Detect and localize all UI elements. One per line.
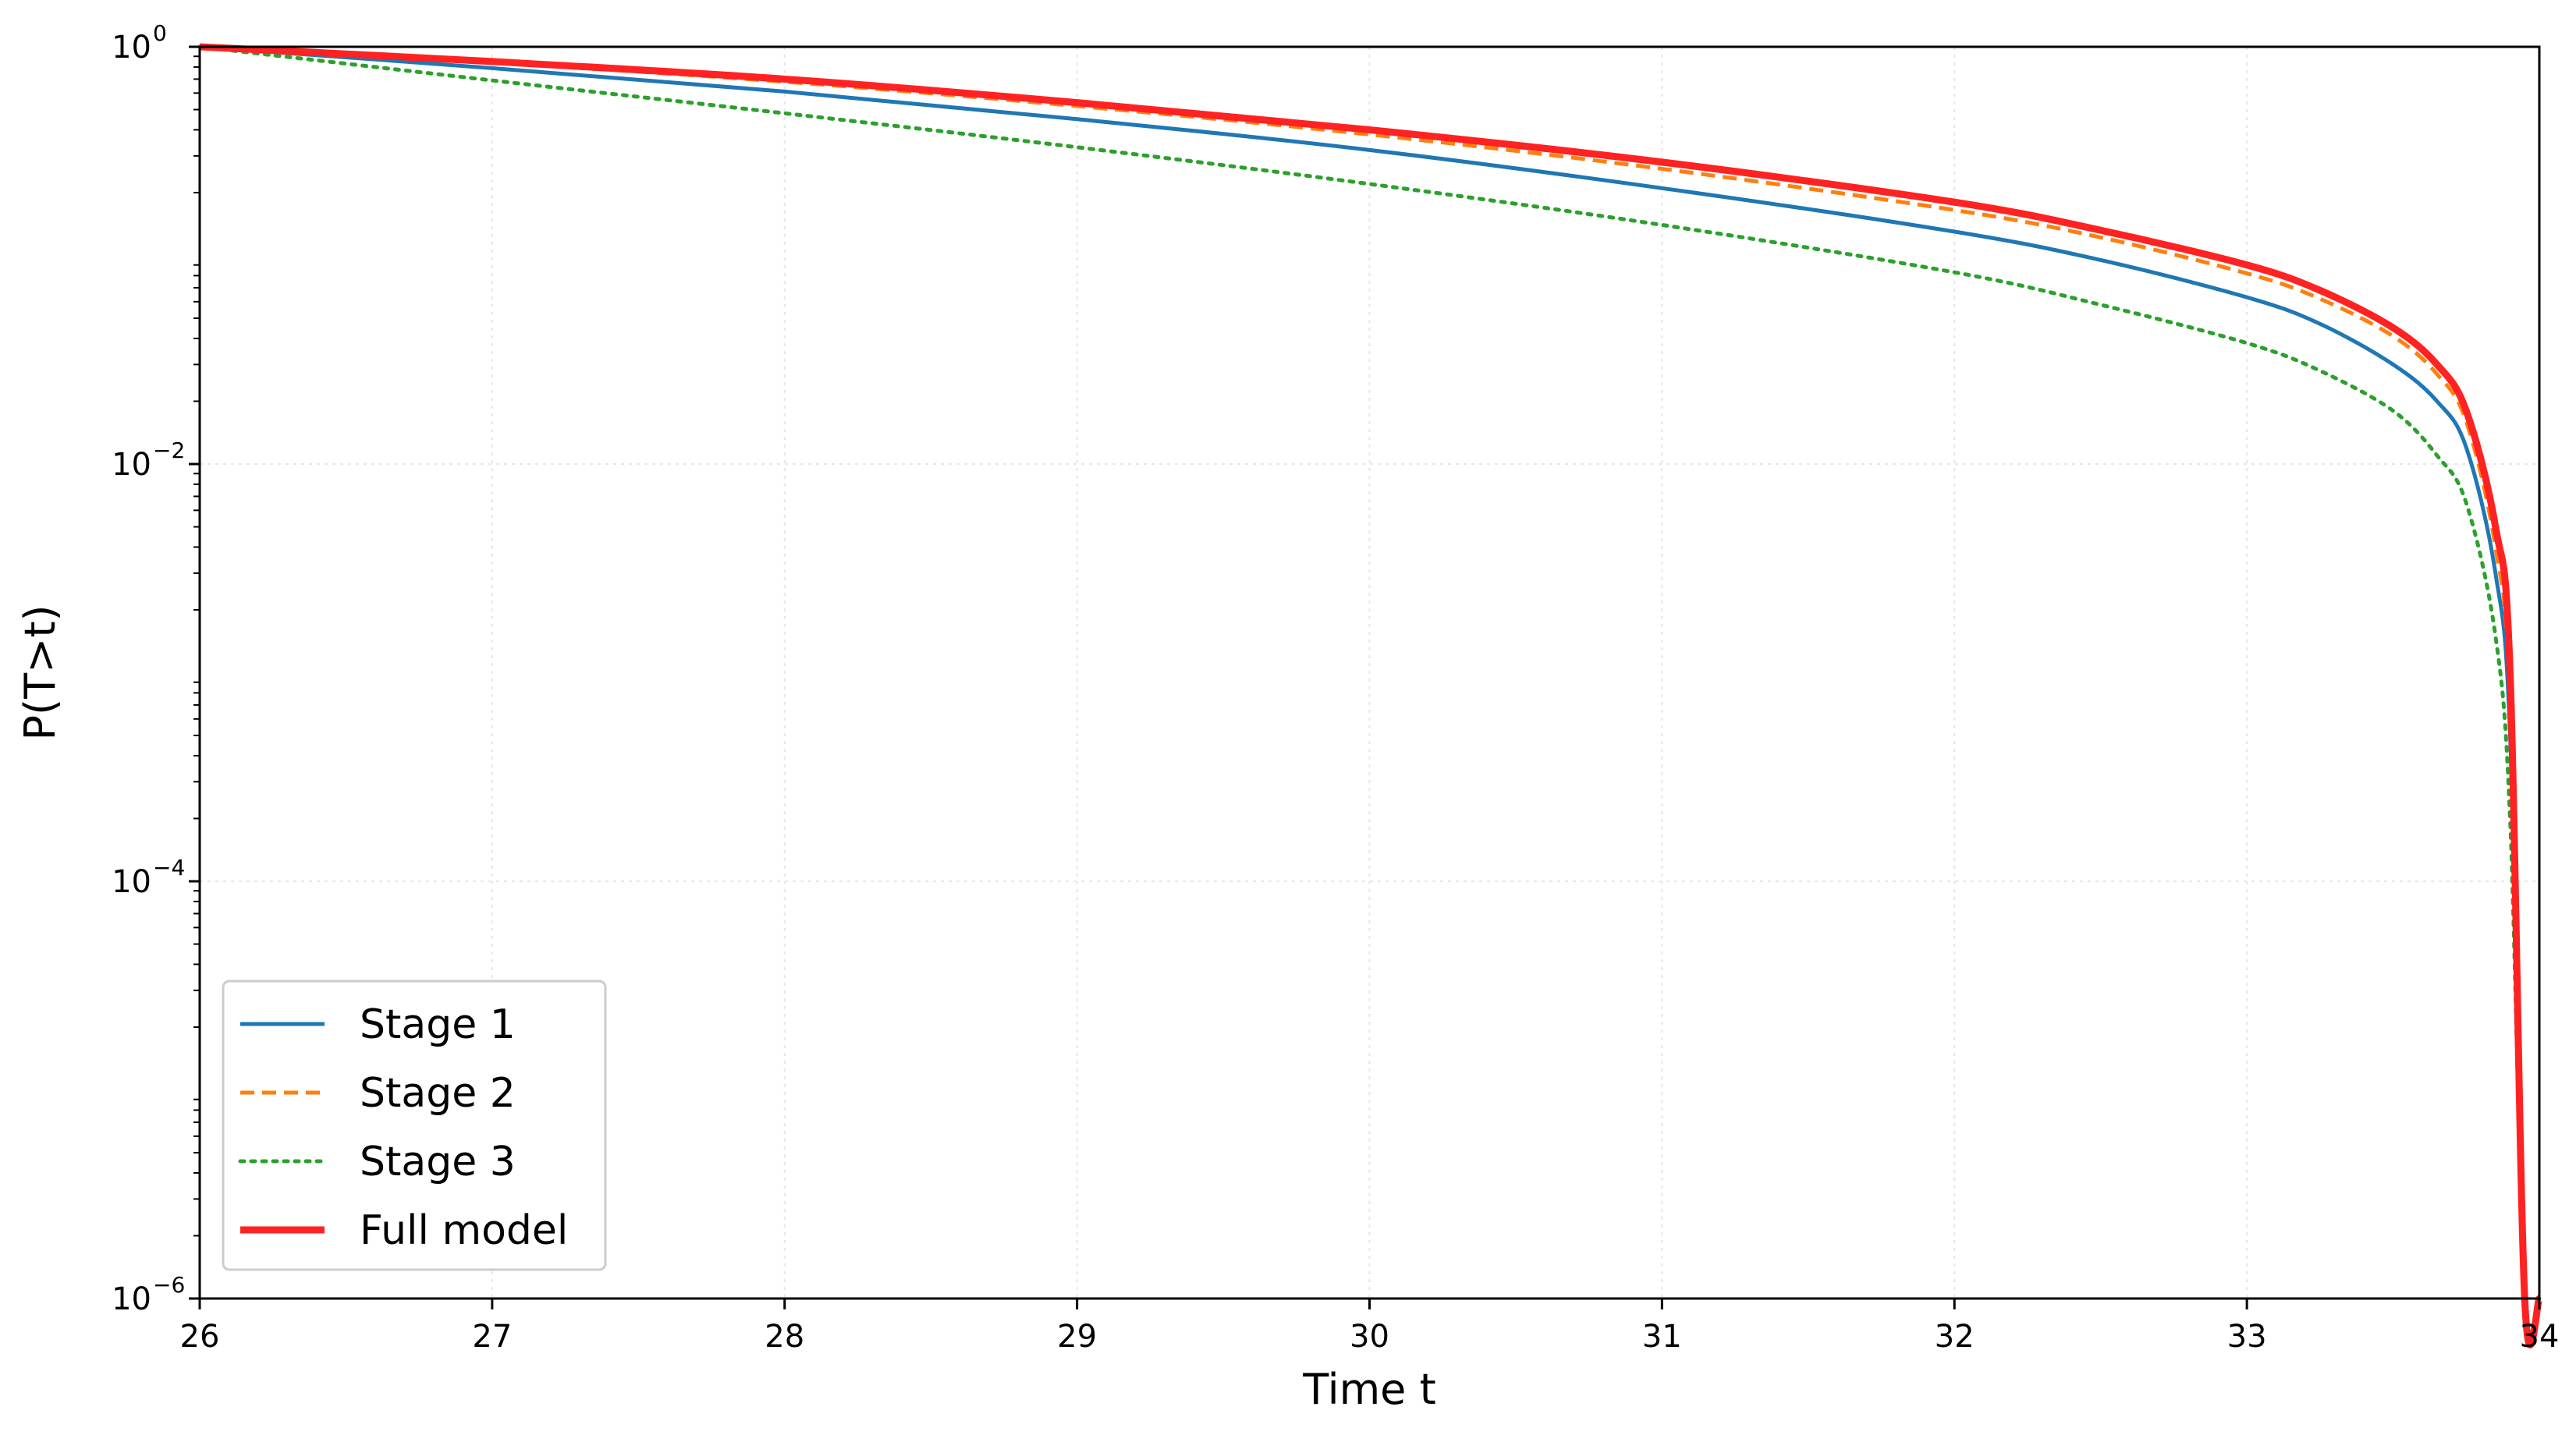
x-tick-label: 32 — [1935, 1319, 1975, 1355]
x-axis-label: Time t — [1302, 1365, 1436, 1414]
y-tick-label: 10 −4 — [112, 855, 185, 900]
x-tick-label: 30 — [1350, 1319, 1389, 1355]
legend: Stage 1 Stage 2 Stage 3 Full model — [222, 980, 607, 1271]
y-tick-exponent: −6 — [153, 1272, 185, 1298]
legend-label: Full model — [360, 1207, 568, 1254]
legend-box — [222, 980, 607, 1271]
x-tick-label: 33 — [2227, 1319, 2267, 1355]
legend-label: Stage 2 — [360, 1070, 516, 1117]
y-tick-label: 10 −6 — [112, 1272, 185, 1317]
y-axis-label: P(T>t) — [16, 604, 65, 740]
y-tick-exponent: −2 — [153, 438, 185, 463]
y-tick-base: 10 — [112, 30, 151, 66]
x-tick-label: 27 — [472, 1319, 512, 1355]
legend-label: Stage 3 — [360, 1139, 516, 1185]
y-tick-base: 10 — [112, 864, 151, 900]
x-tick-label: 34 — [2520, 1319, 2560, 1355]
x-tick-label: 31 — [1642, 1319, 1682, 1355]
y-tick-exponent: 0 — [153, 20, 167, 46]
plot-area — [197, 43, 2543, 1348]
y-tick-exponent: −4 — [153, 855, 185, 880]
x-tick-label: 28 — [765, 1319, 804, 1355]
series-line-full-model — [199, 43, 2543, 1348]
x-tick-label: 26 — [180, 1319, 220, 1355]
series-line-stage-3 — [197, 44, 2542, 1337]
y-tick-label: 10 0 — [112, 20, 167, 66]
legend-label: Stage 1 — [360, 1001, 516, 1048]
x-tick-label: 29 — [1057, 1319, 1097, 1355]
x-axis: 26 27 28 29 30 31 32 33 34 — [180, 1299, 2560, 1355]
y-tick-base: 10 — [112, 1281, 151, 1317]
y-tick-base: 10 — [112, 447, 151, 483]
y-tick-label: 10 −2 — [112, 438, 185, 483]
